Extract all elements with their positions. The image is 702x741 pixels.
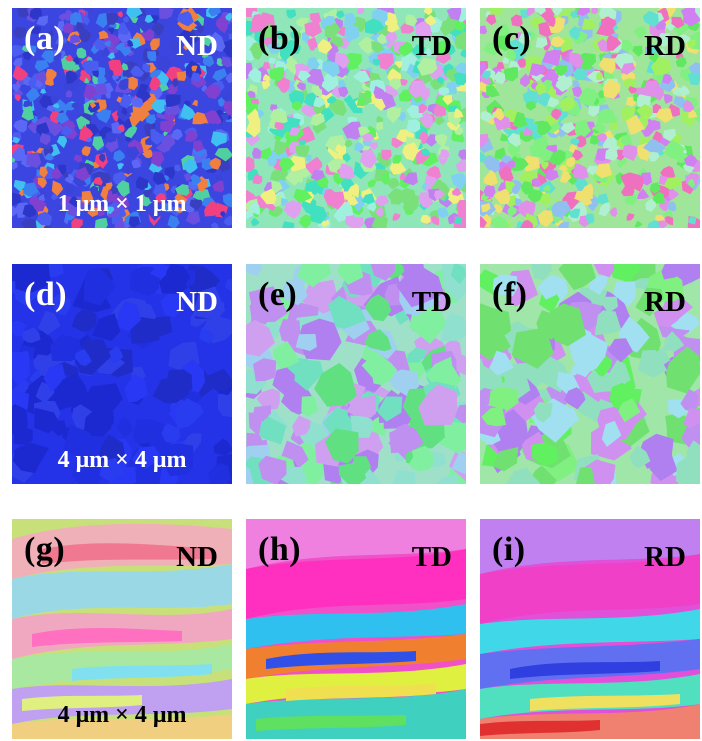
panel-label-e: (e) xyxy=(258,276,298,313)
panel-label-a: (a) xyxy=(24,20,66,57)
ebsd-map-d: (d) ND 4 μm × 4 μm xyxy=(12,264,232,484)
direction-label-g: ND xyxy=(176,541,218,573)
ebsd-map-f: (f) RD xyxy=(480,264,700,484)
scale-label-g: 4 μm × 4 μm xyxy=(57,702,187,728)
direction-label-e: TD xyxy=(411,286,452,318)
direction-label-d: ND xyxy=(176,286,218,318)
panel-label-b: (b) xyxy=(258,20,302,57)
direction-label-c: RD xyxy=(644,30,686,62)
ebsd-map-h: (h) TD xyxy=(246,519,466,739)
scale-label-a: 1 μm × 1 μm xyxy=(57,191,187,217)
ebsd-map-f-image xyxy=(480,264,700,484)
direction-label-a: ND xyxy=(176,30,218,62)
panel-label-c: (c) xyxy=(492,20,532,57)
panel-label-h: (h) xyxy=(258,531,302,568)
ebsd-map-a: (a) ND 1 μm × 1 μm xyxy=(12,8,232,228)
panel-label-f: (f) xyxy=(492,276,528,313)
ebsd-map-c: (c) RD xyxy=(480,8,700,228)
ebsd-map-a-image xyxy=(12,8,232,228)
ebsd-map-c-image xyxy=(480,8,700,228)
ebsd-map-g-image xyxy=(12,519,232,739)
ebsd-map-b-image xyxy=(246,8,466,228)
ebsd-map-g: (g) ND 4 μm × 4 μm xyxy=(12,519,232,739)
direction-label-b: TD xyxy=(411,30,452,62)
scale-label-d: 4 μm × 4 μm xyxy=(57,447,187,473)
direction-label-h: TD xyxy=(411,541,452,573)
direction-label-i: RD xyxy=(644,541,686,573)
ebsd-map-i-image xyxy=(480,519,700,739)
direction-label-f: RD xyxy=(644,286,686,318)
ebsd-map-e: (e) TD xyxy=(246,264,466,484)
ebsd-map-i: (i) RD xyxy=(480,519,700,739)
panel-label-g: (g) xyxy=(24,531,66,568)
ebsd-map-b: (b) TD xyxy=(246,8,466,228)
ebsd-map-e-image xyxy=(246,264,466,484)
panel-label-i: (i) xyxy=(492,531,526,568)
ebsd-map-h-image xyxy=(246,519,466,739)
ebsd-map-d-image xyxy=(12,264,232,484)
panel-label-d: (d) xyxy=(24,276,68,313)
